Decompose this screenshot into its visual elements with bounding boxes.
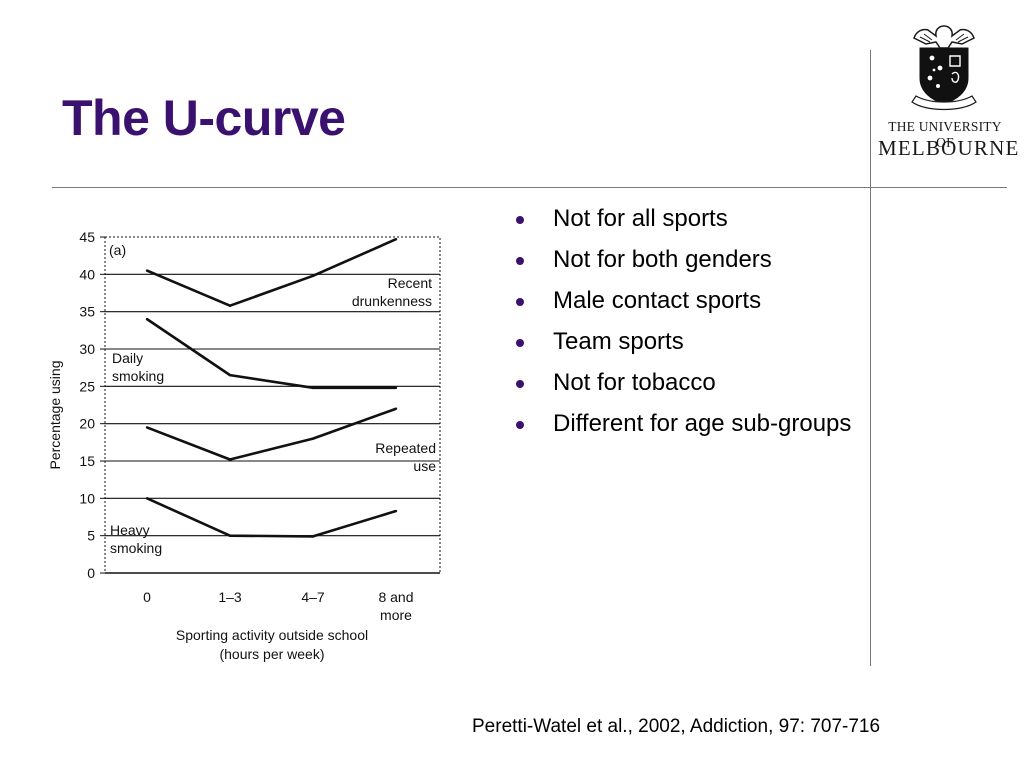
bullet-text: Different for age sub-groups (553, 410, 852, 437)
data-point (394, 509, 398, 513)
y-tick-label: 15 (79, 453, 95, 469)
panel-label: (a) (109, 242, 126, 258)
data-point (311, 437, 315, 440)
y-tick-label: 35 (79, 304, 95, 320)
bullet-text: Team sports (553, 328, 684, 355)
series-label: Recent (388, 275, 432, 291)
data-point (394, 386, 398, 390)
bullet-icon (516, 216, 524, 224)
citation: Peretti-Watel et al., 2002, Addiction, 9… (472, 716, 881, 737)
y-tick-label: 45 (79, 229, 95, 245)
data-point (145, 497, 149, 500)
data-point (311, 274, 315, 278)
y-tick-label: 40 (79, 266, 95, 282)
data-point (228, 458, 232, 461)
series-label: use (413, 458, 436, 474)
data-point (145, 317, 149, 321)
y-tick-label: 25 (79, 378, 95, 394)
data-point (394, 407, 398, 410)
x-tick-label: 8 and (378, 589, 413, 605)
slide-title: The U-curve (62, 90, 346, 146)
x-axis-title: Sporting activity outside school (176, 627, 368, 643)
y-tick-label: 30 (79, 341, 95, 357)
x-tick-label: 1–3 (218, 589, 242, 605)
bullet-icon (516, 257, 524, 265)
x-tick-label: 0 (143, 589, 151, 605)
series-label: smoking (110, 540, 162, 556)
data-point (228, 373, 232, 377)
y-tick-label: 20 (79, 416, 95, 432)
university-logo: THE UNIVERSITY OF MELBOURNE (878, 22, 1020, 162)
data-point (145, 269, 149, 272)
bullet-item: Not for both genders (512, 244, 852, 276)
data-point (228, 304, 232, 307)
u-curve-line-chart: 0 5 10 15 20 25 30 35 40 45 0 1–3 4–7 8 and more Sporti… (47, 229, 441, 662)
university-crest-icon (911, 25, 977, 111)
y-axis-title: Percentage using (47, 361, 63, 470)
series-line (146, 407, 397, 461)
bullet-icon (516, 380, 524, 388)
bullet-icon (516, 421, 524, 429)
data-point (311, 386, 315, 390)
series-line (146, 497, 397, 538)
x-axis-title: (hours per week) (219, 646, 324, 662)
bullet-list: Not for all sports Not for both genders … (512, 203, 852, 449)
logo-text-line1: THE UNIVERSITY OF (888, 119, 1002, 150)
bullet-text: Male contact sports (553, 287, 762, 314)
series-label: smoking (112, 368, 164, 384)
vertical-divider (870, 50, 871, 666)
series-label: Repeated (375, 440, 436, 456)
logo-text-line2: MELBOURNE (878, 136, 1020, 160)
data-point (311, 535, 315, 538)
series-label: Heavy (110, 522, 150, 538)
bullet-icon (516, 298, 524, 306)
y-tick-label: 0 (87, 565, 95, 581)
data-point (394, 238, 398, 241)
bullet-item: Different for age sub-groups (512, 408, 852, 440)
bullet-icon (516, 339, 524, 347)
y-tick-label: 5 (87, 528, 95, 544)
plot-frame (104, 236, 441, 574)
bullet-item: Not for all sports (512, 203, 852, 235)
bullet-item: Team sports (512, 326, 852, 358)
title-divider (52, 187, 1007, 188)
series-line (146, 238, 397, 307)
y-tick-label: 10 (79, 490, 95, 506)
data-point (145, 426, 149, 429)
series-line (146, 318, 396, 390)
data-point (228, 534, 232, 537)
x-tick-label: more (380, 607, 412, 623)
bullet-text: Not for all sports (553, 205, 728, 232)
bullet-item: Not for tobacco (512, 367, 852, 399)
bullet-item: Male contact sports (512, 285, 852, 317)
series-label: Daily (112, 350, 143, 366)
x-tick-label: 4–7 (301, 589, 325, 605)
bullet-text: Not for tobacco (553, 369, 716, 396)
bullet-text: Not for both genders (553, 246, 772, 273)
series-label: drunkenness (352, 293, 432, 309)
